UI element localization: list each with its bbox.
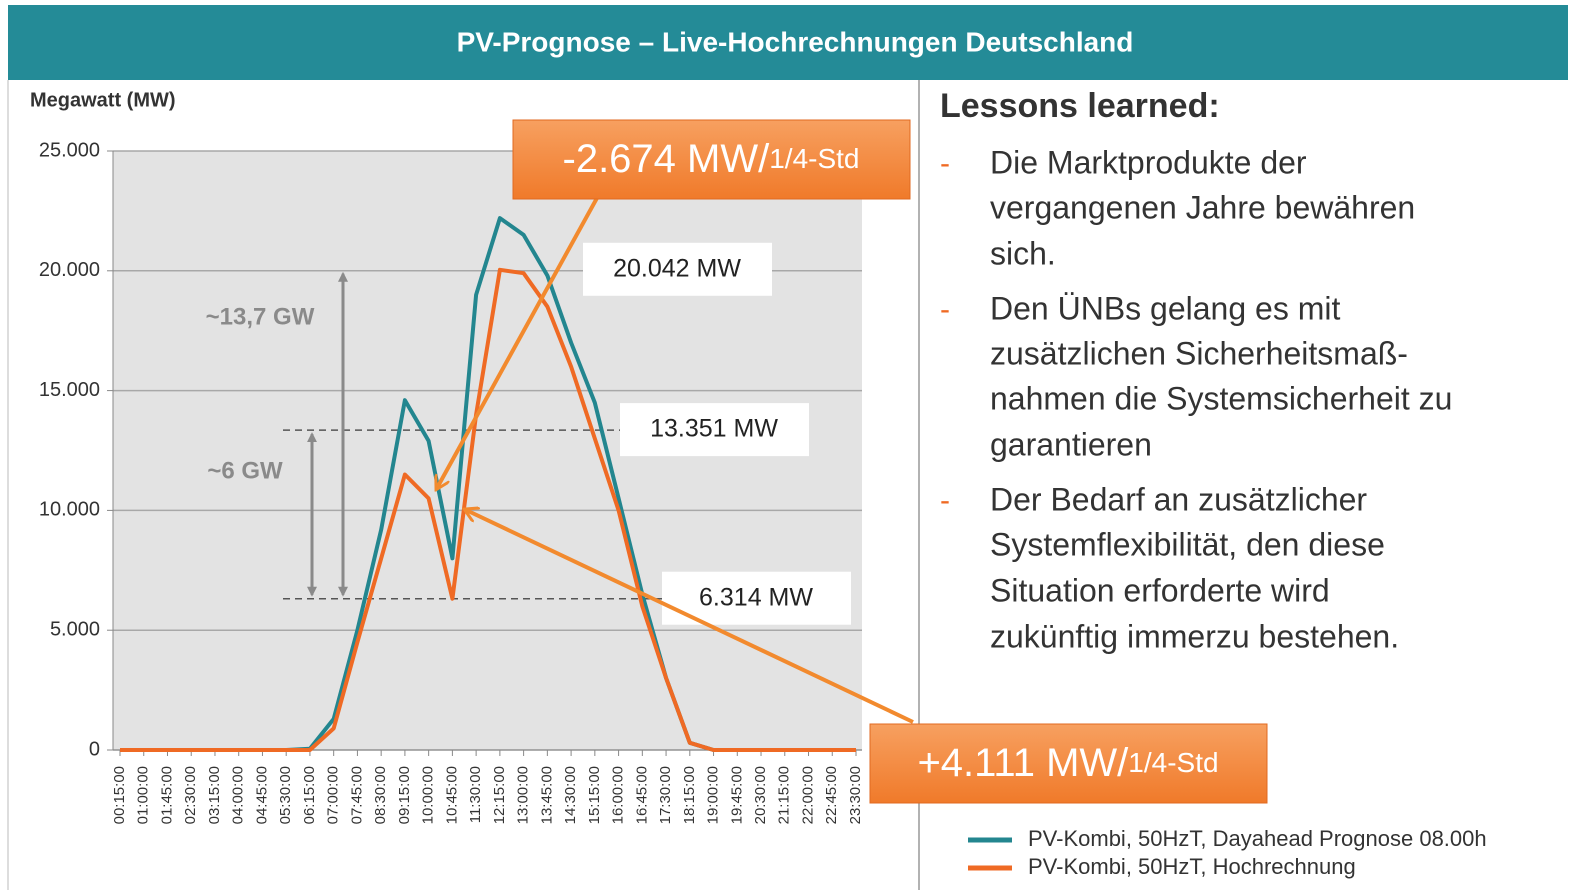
- callout-text: -2.674 MW/1/4-Std: [563, 137, 860, 181]
- y-tick-label: 20.000: [39, 259, 100, 281]
- y-tick-label: 15.000: [39, 379, 100, 401]
- value-label: 20.042 MW: [613, 254, 741, 282]
- x-tick-label: 12:15:00: [491, 766, 508, 824]
- bullet-text: Der Bedarf an zusätzlicher: [990, 481, 1367, 517]
- bullet-text: nahmen die Systemsicherheit zu: [990, 380, 1452, 416]
- y-axis-label: Megawatt (MW): [30, 89, 176, 111]
- y-tick-label: 5.000: [50, 618, 100, 640]
- callout-unit: 1/4-Std: [769, 143, 859, 174]
- bullet-marker: -: [940, 484, 950, 517]
- x-tick-label: 06:15:00: [301, 766, 318, 824]
- series-line: [120, 267, 856, 752]
- x-tick-label: 22:45:00: [823, 766, 840, 824]
- x-tick-label: 09:15:00: [396, 766, 413, 824]
- x-tick-label: 20:30:00: [752, 766, 769, 824]
- x-tick-label: 02:30:00: [182, 766, 199, 824]
- bullet-text: sich.: [990, 235, 1056, 271]
- y-tick-label: 0: [89, 738, 100, 760]
- x-tick-label: 08:30:00: [372, 766, 389, 824]
- bullet-text: zukünftig immerzu bestehen.: [990, 618, 1399, 654]
- value-label: 13.351 MW: [650, 415, 778, 443]
- x-tick-label: 03:15:00: [206, 766, 223, 824]
- bullet-text: vergangenen Jahre bewähren: [990, 189, 1415, 225]
- bullet-text: Die Marktprodukte der: [990, 144, 1307, 180]
- x-tick-label: 17:30:00: [657, 766, 674, 824]
- callout-box: [512, 119, 911, 200]
- x-tick-label: 19:45:00: [728, 766, 745, 824]
- y-tick-label: 10.000: [39, 499, 100, 521]
- value-label: 6.314 MW: [699, 583, 813, 611]
- panel-title: Lessons learned:: [940, 87, 1220, 125]
- callout-text: +4.111 MW/1/4-Std: [917, 741, 1218, 785]
- x-tick-label: 07:45:00: [348, 766, 365, 824]
- bullet-marker: -: [940, 293, 950, 326]
- header-bar: [8, 5, 1568, 80]
- x-tick-label: 13:45:00: [538, 766, 555, 824]
- value-box: [620, 403, 809, 457]
- callout-value: +4.111 MW/: [917, 741, 1129, 785]
- bullet-text: garantieren: [990, 426, 1152, 462]
- bullet-text: zusätzlichen Sicherheitsmaß-: [990, 335, 1408, 371]
- legend-label: PV-Kombi, 50HzT, Hochrechnung: [1028, 854, 1356, 879]
- x-tick-label: 01:00:00: [135, 766, 152, 824]
- x-tick-label: 10:45:00: [443, 766, 460, 824]
- x-tick-label: 15:15:00: [586, 766, 603, 824]
- x-tick-label: 16:45:00: [633, 766, 650, 824]
- header-title: PV-Prognose – Live-Hochrechnungen Deutsc…: [457, 26, 1134, 57]
- x-tick-label: 04:45:00: [253, 766, 270, 824]
- x-tick-label: 11:30:00: [467, 766, 484, 823]
- value-box: [583, 242, 772, 296]
- x-tick-label: 23:30:00: [847, 766, 864, 824]
- legend-label: PV-Kombi, 50HzT, Dayahead Prognose 08.00…: [1028, 826, 1487, 851]
- callout-arrow: [437, 197, 599, 488]
- bullet-text: Den ÜNBs gelang es mit: [990, 290, 1340, 326]
- x-tick-label: 07:00:00: [325, 766, 342, 824]
- callout-box: [869, 723, 1268, 804]
- callout-value: -2.674 MW/: [563, 137, 771, 181]
- x-tick-label: 19:00:00: [705, 766, 722, 824]
- x-tick-label: 21:15:00: [776, 766, 793, 824]
- x-tick-label: 13:00:00: [515, 766, 532, 824]
- callout-unit: 1/4-Std: [1128, 747, 1218, 778]
- x-tick-label: 22:00:00: [799, 766, 816, 824]
- span-label: ~13,7 GW: [206, 303, 315, 330]
- span-label: ~6 GW: [207, 457, 283, 484]
- bullet-text: Situation erforderte wird: [990, 572, 1330, 608]
- x-tick-label: 10:00:00: [420, 766, 437, 824]
- x-tick-label: 05:30:00: [277, 766, 294, 824]
- x-tick-label: 18:15:00: [681, 766, 698, 824]
- x-tick-label: 00:15:00: [111, 766, 128, 824]
- y-tick-label: 25.000: [39, 139, 100, 161]
- bullet-text: Systemflexibilität, den diese: [990, 526, 1385, 562]
- callout-arrow: [466, 510, 914, 724]
- x-tick-label: 16:00:00: [610, 766, 627, 824]
- x-tick-label: 01:45:00: [158, 766, 175, 824]
- x-tick-label: 14:30:00: [562, 766, 579, 824]
- bullet-marker: -: [940, 147, 950, 180]
- x-tick-label: 04:00:00: [230, 766, 247, 824]
